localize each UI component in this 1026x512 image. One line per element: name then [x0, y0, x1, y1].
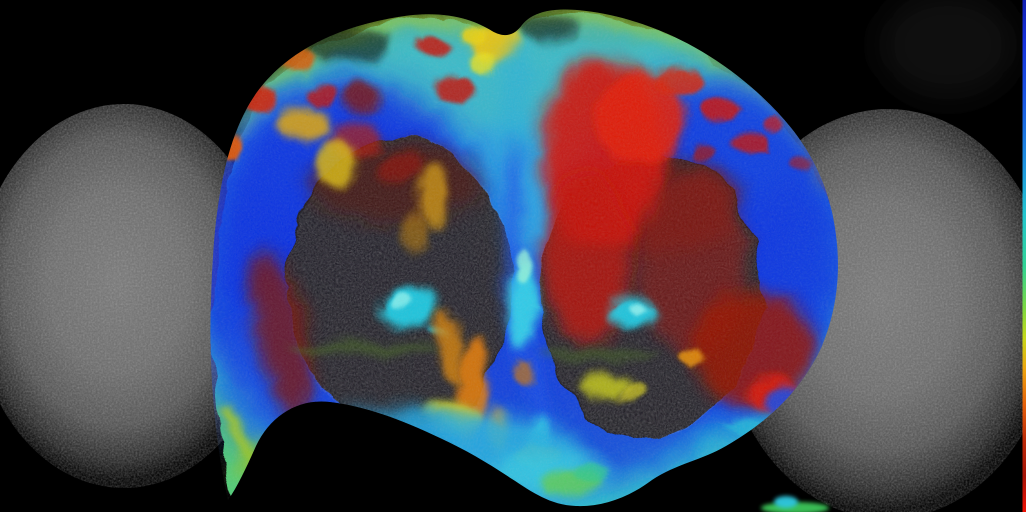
depth-colorbar: [1022, 0, 1026, 512]
detached-cyan-bump: [774, 496, 798, 508]
left-optic-lobe-texture: [0, 104, 274, 488]
corner-wisps: [878, 0, 1018, 100]
central-brain-depth-overlay: [210, 9, 838, 507]
